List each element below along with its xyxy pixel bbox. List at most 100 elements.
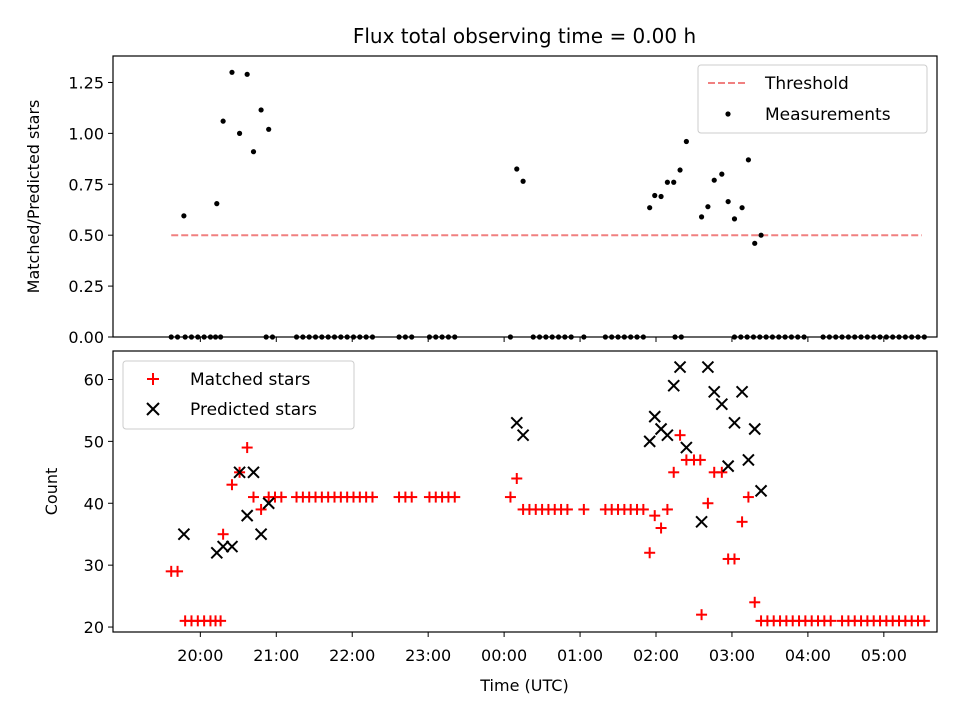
measurement-point (752, 240, 758, 246)
bottom-plot-frame (112, 350, 938, 633)
measurement-point (758, 232, 764, 238)
measurement-point (229, 69, 235, 75)
measurement-point (683, 138, 689, 145)
x-tick-label: 01:00 (557, 646, 603, 665)
bottom-y-tick-label: 60 (84, 370, 104, 389)
predicted-star-marker (721, 459, 735, 473)
predicted-star-marker (728, 416, 741, 430)
predicted-star-marker (643, 435, 656, 448)
matched-star-marker (696, 609, 708, 621)
predicted-star-marker (742, 453, 755, 467)
predicted-star-marker (648, 410, 661, 423)
measurement-point (671, 179, 677, 185)
measurement-point (250, 149, 257, 155)
matched-star-marker (217, 528, 229, 540)
matched-star-marker (736, 516, 748, 528)
matched-star-marker (918, 615, 930, 627)
matched-star-marker (655, 522, 667, 534)
x-tick-label: 03:00 (709, 646, 755, 665)
measurement-point (514, 166, 520, 172)
bottom-y-axis-label: Count (42, 468, 61, 516)
predicted-star-marker (516, 428, 530, 442)
bottom-plot-area: 20 30 40 50 60 20:00 21:00 22:00 23:00 00:00 01:00… (84, 360, 930, 665)
matched-star-marker (825, 615, 837, 627)
matched-star-marker (578, 503, 590, 515)
x-tick-label: 05:00 (861, 646, 907, 665)
predicted-star-marker (177, 527, 191, 541)
matched-star-marker (668, 466, 680, 478)
predicted-star-marker (247, 466, 260, 479)
top-y-tick-label: 0.75 (68, 175, 104, 194)
predicted-star-marker (225, 540, 239, 553)
predicted-star-marker (715, 398, 729, 411)
matched-star-marker (749, 596, 761, 608)
bottom-y-tick-label: 30 (84, 556, 104, 575)
measurement-point (731, 216, 738, 222)
matched-star-marker (728, 553, 740, 565)
predicted-star-marker (754, 484, 768, 498)
measurement-point (214, 201, 220, 207)
matched-star-marker (716, 466, 728, 478)
top-chart-title: Flux total observing time = 0.00 h (353, 24, 696, 48)
measurement-point (181, 213, 187, 219)
measurement-point (745, 157, 752, 163)
matched-star-marker (702, 497, 714, 509)
matched-star-marker (241, 442, 253, 454)
legend-threshold-label: Threshold (764, 74, 849, 94)
predicted-star-marker (701, 360, 715, 374)
x-tick-label: 21:00 (253, 646, 299, 665)
matched-star-marker (366, 491, 378, 503)
matched-star-marker (215, 615, 227, 627)
predicted-star-marker (661, 428, 674, 442)
matched-star-marker (275, 491, 287, 503)
measurement-point (220, 118, 226, 124)
predicted-star-marker (216, 540, 230, 553)
legend-predicted-label: Predicted stars (190, 400, 317, 420)
measurement-point (725, 198, 731, 205)
matched-star-marker (255, 503, 267, 515)
measurement-point (244, 71, 250, 77)
bottom-y-tick-label: 40 (84, 494, 104, 513)
matched-star-marker (694, 454, 706, 466)
predicted-star-marker (673, 360, 687, 374)
measurement-point (664, 179, 670, 185)
matched-star-marker (561, 503, 573, 515)
x-tick-label: 04:00 (785, 646, 831, 665)
matched-star-marker (406, 491, 418, 503)
measurement-point (658, 193, 664, 200)
measurement-point (705, 204, 711, 210)
measurement-point (266, 126, 272, 132)
measurement-point (719, 171, 725, 177)
predicted-star-marker (708, 385, 721, 399)
top-plot-frame (112, 55, 938, 338)
x-tick-label: 20:00 (177, 646, 223, 665)
measurement-point (652, 192, 658, 199)
predicted-star-marker (748, 422, 761, 436)
bottom-y-tick-label: 50 (84, 432, 104, 451)
bottom-legend: Matched stars Predicted stars (122, 360, 355, 430)
top-legend-box (697, 64, 928, 134)
legend-predicted-swatch (146, 402, 160, 416)
predicted-star-marker (233, 466, 246, 479)
matched-star-marker (511, 473, 523, 485)
measurement-point (236, 130, 243, 136)
measurement-point (520, 178, 526, 184)
matched-star-marker (226, 479, 238, 491)
matched-star-marker (661, 503, 673, 515)
measurement-point (677, 167, 683, 173)
bottom-y-tick-label: 20 (84, 618, 104, 637)
predicted-star-marker (695, 515, 708, 529)
measurement-point (739, 205, 745, 211)
legend-matched-swatch (147, 373, 159, 385)
top-y-tick-label: 1.25 (68, 73, 104, 92)
matched-star-marker (742, 491, 754, 503)
matched-star-marker (504, 491, 516, 503)
matched-star-marker (649, 510, 661, 522)
x-tick-label: 00:00 (481, 646, 527, 665)
x-tick-label: 23:00 (405, 646, 451, 665)
bottom-legend-box (122, 360, 355, 430)
predicted-star-marker (735, 385, 749, 399)
top-y-tick-label: 1.00 (68, 124, 104, 143)
matched-star-marker (172, 565, 184, 577)
